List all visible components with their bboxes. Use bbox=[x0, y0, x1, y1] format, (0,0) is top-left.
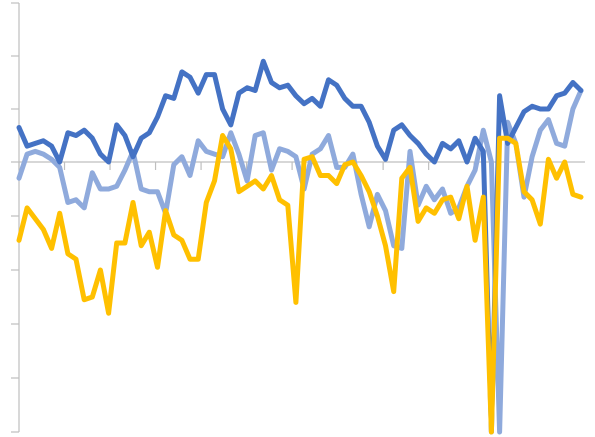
series-line-3 bbox=[16, 133, 584, 435]
chart-series bbox=[16, 58, 584, 435]
series-line-2 bbox=[16, 88, 584, 435]
